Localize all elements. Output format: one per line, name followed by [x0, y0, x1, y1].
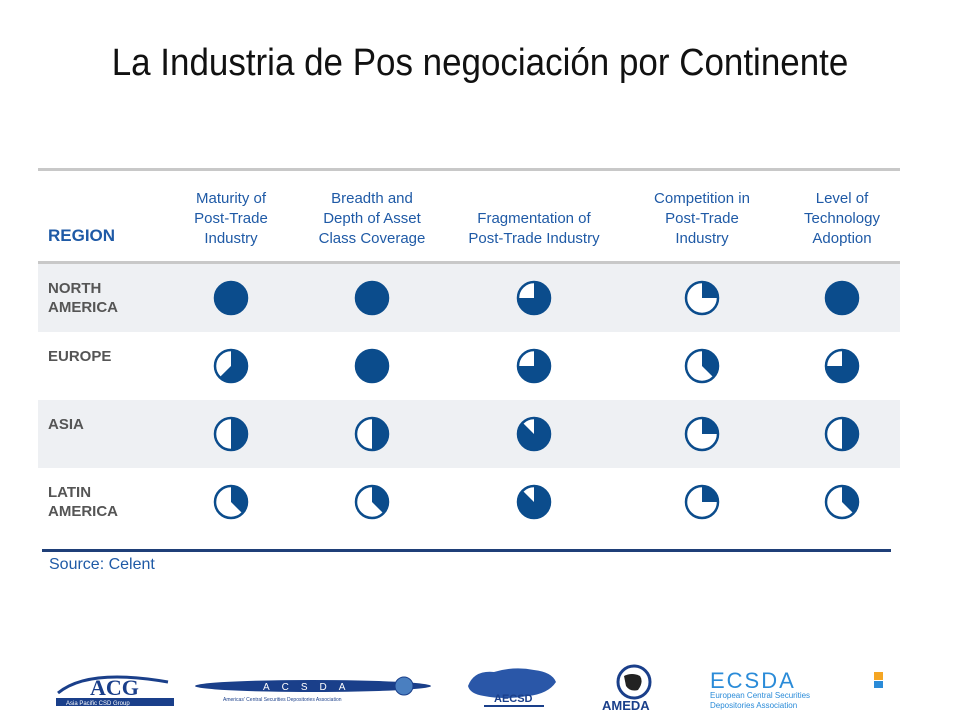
aecsd-logo: AECSD [468, 668, 556, 707]
harvey-ball-fragmentation [516, 348, 552, 384]
harvey-ball-technology [824, 348, 860, 384]
table-row: EUROPE [38, 332, 900, 400]
region-column-header: REGION [48, 226, 116, 245]
table-row: LATIN AMERICA [38, 468, 900, 536]
ecsda-logo: ECSDA European Central Securities Deposi… [710, 668, 883, 710]
logo-strip: ACG Asia Pacific CSD Group ACSDA America… [48, 664, 893, 712]
harvey-ball-breadth [354, 484, 390, 520]
harvey-ball-technology [824, 416, 860, 452]
table-top-rule [38, 168, 900, 171]
svg-text:Asia Pacific CSD Group: Asia Pacific CSD Group [66, 701, 130, 707]
harvey-ball-technology [824, 280, 860, 316]
region-label: NORTH AMERICA [48, 280, 118, 316]
apcsd-logo: ACG Asia Pacific CSD Group [56, 675, 174, 707]
table-row: ASIA [38, 400, 900, 468]
harvey-ball-breadth [354, 416, 390, 452]
harvey-ball-competition [684, 348, 720, 384]
harvey-ball-fragmentation [516, 416, 552, 452]
comparison-table: REGION Maturity of Post-Trade Industry B… [38, 168, 900, 536]
table-row: NORTH AMERICA [38, 264, 900, 332]
svg-text:European Central Securities: European Central Securities [710, 691, 810, 700]
region-label: LATIN AMERICA [48, 484, 118, 520]
region-label: ASIA [48, 416, 84, 433]
harvey-ball-maturity [213, 416, 249, 452]
harvey-ball-breadth [354, 280, 390, 316]
table-header-row: REGION Maturity of Post-Trade Industry B… [38, 171, 900, 264]
table-body: NORTH AMERICA EUROPE ASIA LATIN AMERICA [38, 264, 900, 536]
svg-text:Depositories Association: Depositories Association [710, 701, 797, 710]
column-header-technology: Level of Technology Adoption [804, 190, 880, 247]
svg-text:ACSDA: ACSDA [263, 682, 357, 693]
ameda-logo: AMEDA [602, 664, 652, 712]
source-note: Source: Celent [49, 556, 155, 573]
column-header-competition: Competition in Post-Trade Industry [654, 190, 750, 247]
column-header-breadth: Breadth and Depth of Asset Class Coverag… [318, 190, 426, 247]
harvey-ball-fragmentation [516, 280, 552, 316]
harvey-ball-competition [684, 484, 720, 520]
svg-text:ACG: ACG [90, 675, 139, 700]
region-label: EUROPE [48, 348, 112, 365]
harvey-ball-maturity [213, 280, 249, 316]
svg-text:AECSD: AECSD [494, 693, 533, 705]
harvey-ball-fragmentation [516, 484, 552, 520]
harvey-ball-technology [824, 484, 860, 520]
column-header-maturity: Maturity of Post-Trade Industry [194, 190, 268, 247]
harvey-ball-competition [684, 416, 720, 452]
acsda-logo: ACSDA Americas' Central Securities Depos… [195, 676, 431, 703]
harvey-ball-maturity [213, 348, 249, 384]
harvey-ball-maturity [213, 484, 249, 520]
harvey-ball-competition [684, 280, 720, 316]
harvey-ball-breadth [354, 348, 390, 384]
page-title: La Industria de Pos negociación por Cont… [111, 42, 849, 84]
svg-text:AMEDA: AMEDA [602, 698, 650, 712]
svg-text:Americas' Central Securities D: Americas' Central Securities Depositorie… [223, 697, 342, 703]
column-header-fragmentation: Fragmentation of Post-Trade Industry [468, 210, 600, 247]
svg-text:ECSDA: ECSDA [710, 668, 796, 693]
table-bottom-rule [42, 549, 891, 552]
